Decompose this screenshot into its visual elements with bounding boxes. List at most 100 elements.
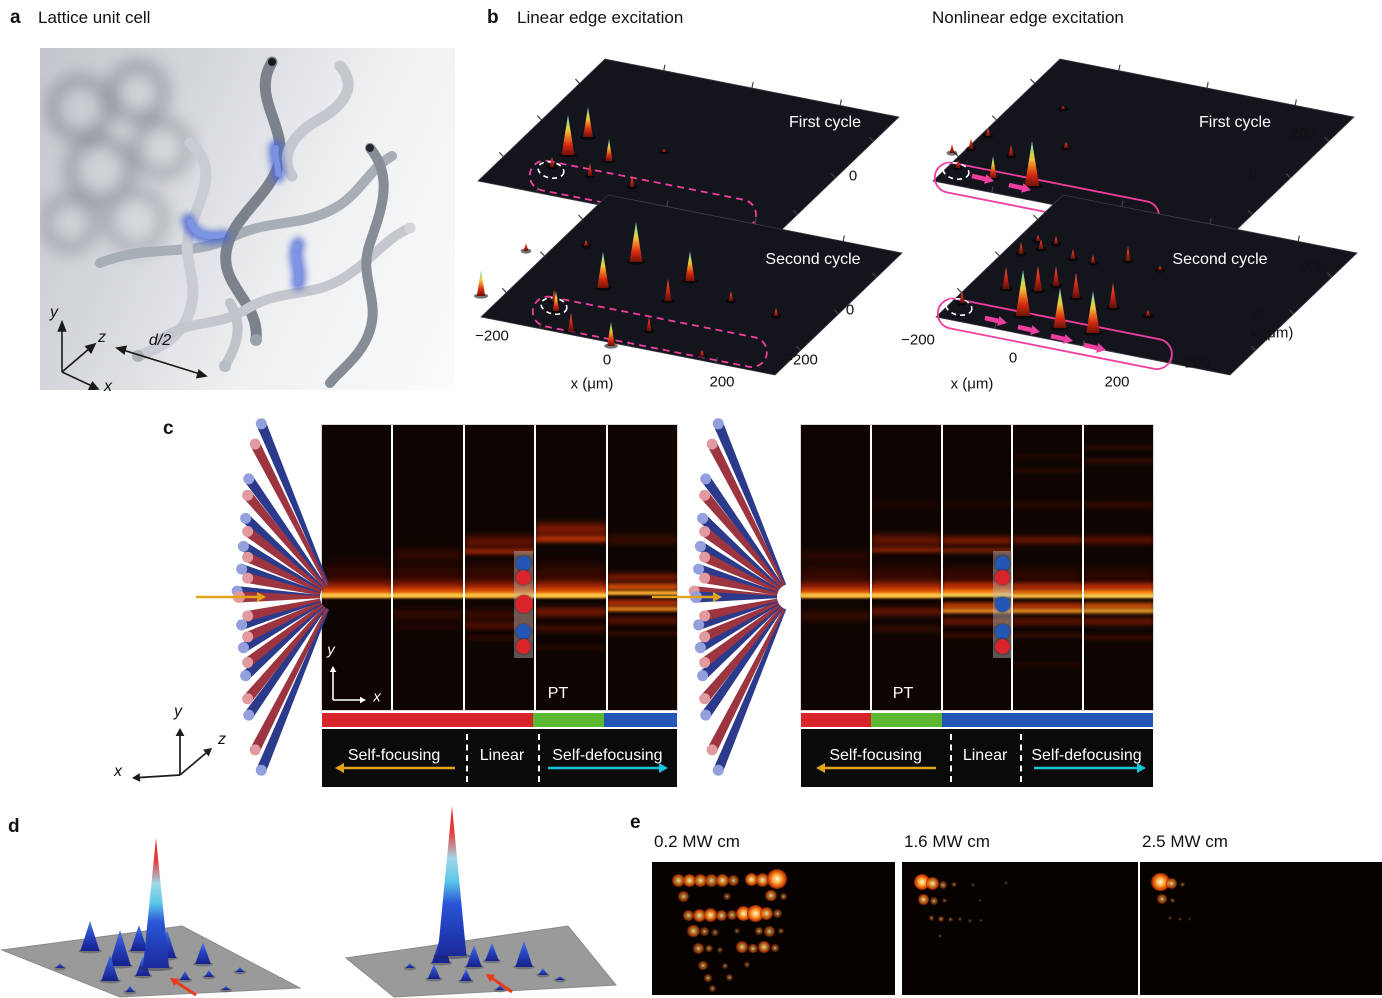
intensity-band bbox=[1013, 619, 1083, 625]
lattice-site-dot bbox=[1165, 877, 1178, 889]
peak-shadow bbox=[233, 969, 247, 975]
waveguide-rod bbox=[697, 599, 778, 630]
b-tick-label: 0 bbox=[845, 301, 855, 319]
lattice-peak bbox=[55, 963, 65, 968]
waveguide-rod-cap bbox=[697, 670, 709, 682]
intensity-band bbox=[942, 548, 1012, 553]
waveguide-rod bbox=[702, 601, 779, 642]
spike-shadow bbox=[1067, 256, 1079, 262]
waveguide-rod bbox=[240, 541, 323, 592]
lattice-peak bbox=[80, 921, 100, 951]
arrow-head bbox=[984, 174, 994, 184]
waveguide-rod-cap bbox=[242, 551, 254, 563]
spike-shadow bbox=[696, 353, 708, 359]
intensity-spike bbox=[583, 107, 593, 137]
lattice-site-dot bbox=[765, 889, 777, 901]
intensity-band bbox=[942, 619, 1012, 625]
intensity-spike bbox=[1070, 249, 1076, 259]
intensity-spike bbox=[1109, 283, 1117, 308]
spike-shadow bbox=[558, 152, 578, 158]
waveguide-rod-cap bbox=[236, 619, 248, 631]
spike-shadow bbox=[1154, 267, 1166, 273]
lattice-site-dot bbox=[917, 893, 929, 905]
arrow-shaft bbox=[179, 752, 207, 776]
site-dot-red bbox=[995, 569, 1010, 585]
intensity-band bbox=[871, 608, 941, 616]
regime-label-linear: Linear bbox=[962, 747, 1008, 764]
plane-tick bbox=[715, 357, 718, 364]
intensity-band bbox=[607, 631, 678, 635]
waveguide-strands bbox=[95, 56, 415, 388]
intensity-band bbox=[464, 549, 535, 555]
output-plane bbox=[480, 194, 903, 376]
plane-tick bbox=[578, 214, 584, 220]
peak-shadow bbox=[107, 963, 133, 969]
intensity-band bbox=[393, 550, 463, 560]
lattice-site-dot bbox=[726, 974, 734, 981]
peak-shadow bbox=[458, 978, 474, 984]
lattice-peak bbox=[460, 969, 472, 981]
waveguide-rod bbox=[713, 608, 787, 773]
plane-tick bbox=[536, 115, 542, 121]
waveguide-rod-cap bbox=[699, 610, 711, 622]
waveguide-rod-cap bbox=[712, 764, 724, 776]
plane-tick bbox=[991, 115, 997, 121]
regime-label-self-defocusing: Self-defocusing bbox=[552, 747, 663, 764]
intensity-band bbox=[1013, 454, 1083, 458]
nonlinearity-colorbar bbox=[801, 713, 1153, 727]
panel-b-title-nonlinear: Nonlinear edge excitation bbox=[932, 8, 1124, 27]
panel-b-title-linear: Linear edge excitation bbox=[517, 8, 684, 27]
plane-tick bbox=[1324, 136, 1330, 142]
intensity-spike bbox=[552, 291, 560, 311]
lattice-site-dot bbox=[678, 891, 689, 902]
plane-tick bbox=[1247, 209, 1253, 216]
intensity-spike bbox=[561, 115, 575, 155]
lattice-site-dot bbox=[968, 918, 973, 923]
peak-shadow bbox=[513, 964, 535, 970]
intensity-band bbox=[1013, 594, 1083, 598]
panel-e-letter: e bbox=[630, 812, 641, 833]
site-dot-blue bbox=[516, 555, 531, 571]
waveguide-rod-cap bbox=[699, 656, 711, 668]
spike-shadow bbox=[952, 165, 964, 171]
lattice-peak bbox=[485, 943, 499, 961]
intensity-spike bbox=[968, 138, 974, 149]
intensity-band bbox=[536, 566, 606, 587]
c-axis-y-label: y bbox=[174, 703, 182, 720]
waveguide-rod-cap bbox=[231, 585, 243, 597]
spike-shadow bbox=[1142, 313, 1154, 319]
waveguide-rod-cap bbox=[699, 551, 711, 563]
spike-shadow bbox=[999, 286, 1013, 292]
lattice-site-dot bbox=[1177, 917, 1182, 922]
lattice-site-dot bbox=[727, 910, 737, 920]
lattice-site-dot bbox=[755, 873, 770, 887]
site-dot-blue bbox=[995, 555, 1010, 571]
intensity-spike bbox=[629, 222, 643, 262]
spike-shadow bbox=[1050, 241, 1062, 247]
plane-tick bbox=[1285, 173, 1291, 179]
spike-shadow bbox=[580, 134, 596, 140]
spike-shadow bbox=[982, 133, 994, 139]
intensity-band bbox=[1084, 594, 1153, 598]
plane-tick bbox=[953, 151, 959, 158]
arrow-shaft bbox=[139, 774, 181, 779]
cycle-label: Second cycle bbox=[765, 251, 861, 268]
plane-tick bbox=[1250, 345, 1256, 352]
lattice-peak bbox=[466, 945, 482, 967]
blurred-background-lattice bbox=[40, 61, 193, 253]
soliton-peak bbox=[437, 806, 467, 956]
waveguide-rod-cap bbox=[242, 610, 254, 622]
lattice-site-dot bbox=[978, 898, 982, 903]
intensity-spike bbox=[1008, 145, 1014, 156]
lattice-site-dot bbox=[1168, 915, 1173, 920]
intensity-band bbox=[1013, 663, 1083, 666]
lattice-site-dot bbox=[736, 941, 748, 953]
lattice-site-dot bbox=[716, 946, 724, 953]
soliton-surface-left bbox=[0, 838, 302, 998]
heatmap-right bbox=[800, 424, 1154, 711]
c-axis-x-label: x bbox=[114, 763, 122, 780]
spike-shadow bbox=[1005, 153, 1017, 159]
intensity-band bbox=[1084, 446, 1153, 450]
waveguide-rod-cap bbox=[688, 585, 700, 597]
plane-tick bbox=[1033, 214, 1039, 220]
